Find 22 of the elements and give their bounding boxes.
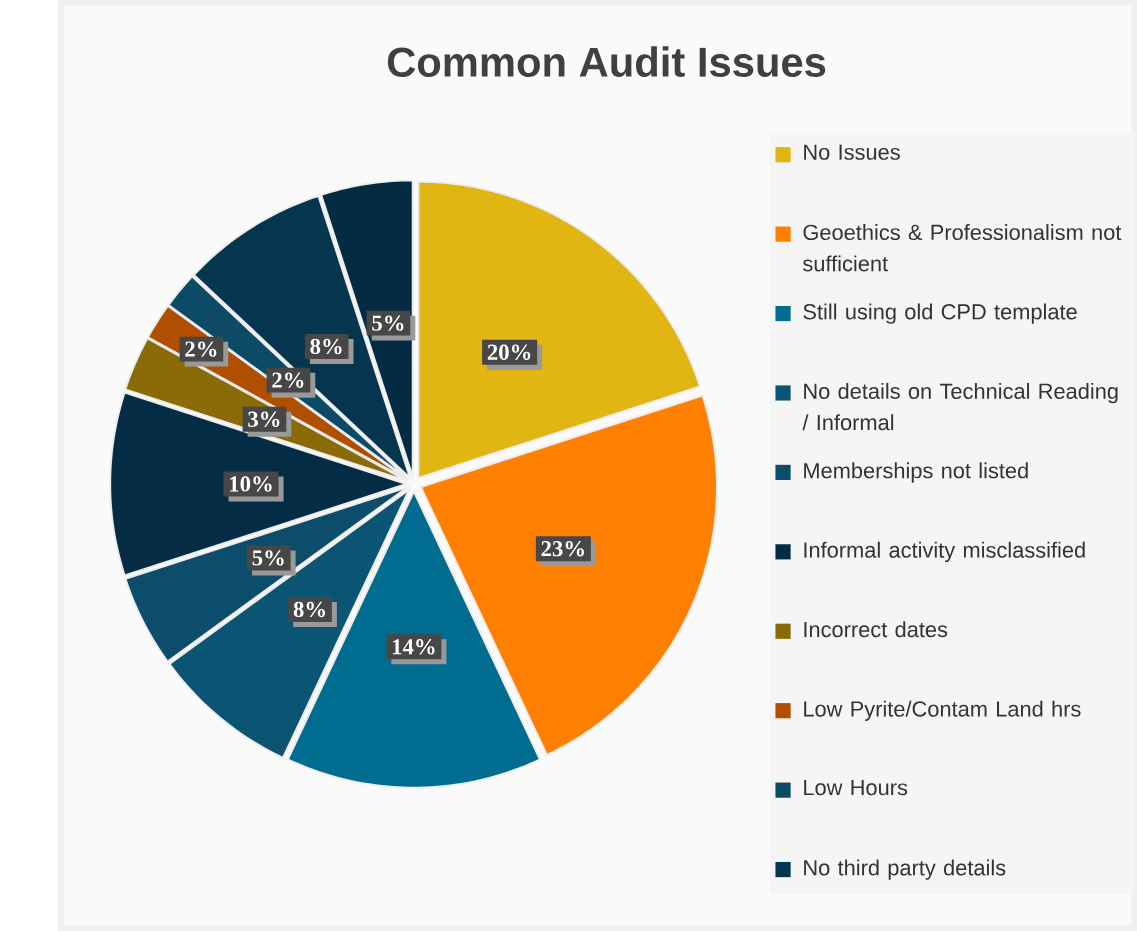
legend-label: Still using old CPD template	[803, 303, 1077, 324]
legend-label: Informal activity misclassified	[804, 541, 1085, 563]
data-label: 5%	[252, 550, 284, 566]
data-label: 2%	[272, 372, 304, 388]
legend-label: Low Hours	[804, 780, 908, 796]
data-label: 20%	[487, 344, 531, 360]
data-label: 8%	[310, 338, 342, 355]
data-label: 10%	[230, 476, 272, 492]
legend-label: No Issues	[804, 144, 900, 160]
legend-label: Low Pyrite/Contam Land hrs	[804, 700, 1081, 721]
data-label: 5%	[372, 315, 404, 331]
data-label: 8%	[293, 601, 325, 618]
data-label: 3%	[248, 411, 280, 427]
legend-label: Geoethics & Professionalism not sufficient	[802, 224, 1122, 272]
legend-label: No details on Technical Reading / Informal	[802, 382, 1118, 431]
data-label: 2%	[185, 341, 217, 357]
legend-label: No third party details	[804, 859, 1006, 880]
data-label: 14%	[392, 639, 435, 655]
legend-label: Incorrect dates	[804, 621, 948, 638]
data-label: 23%	[541, 540, 584, 557]
legend-label: Memberships not listed	[804, 462, 1028, 483]
chart-title: Common Audit Issues	[387, 46, 826, 78]
